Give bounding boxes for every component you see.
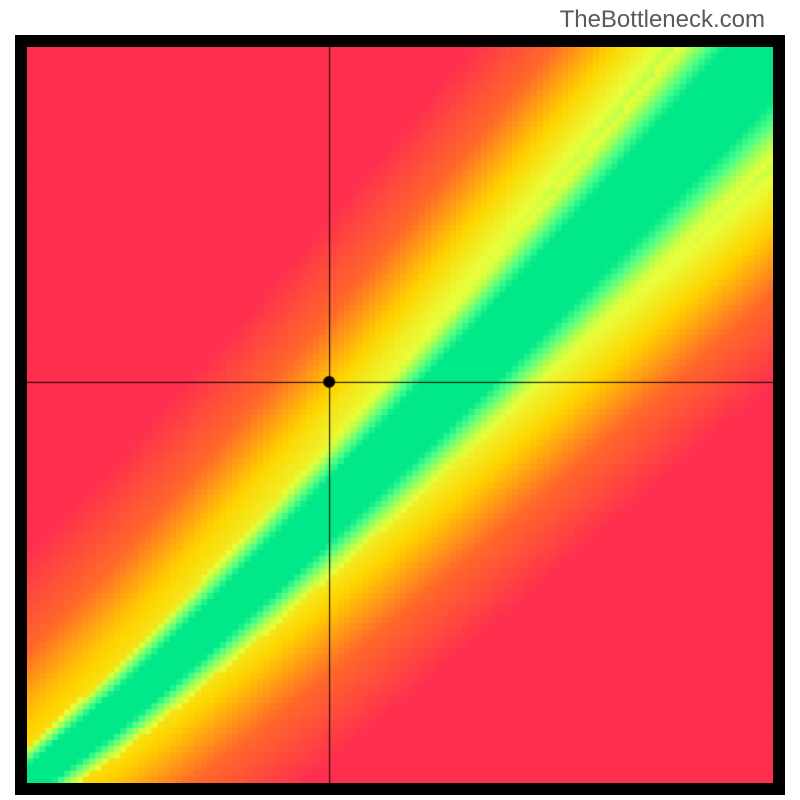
chart-container: TheBottleneck.com <box>0 0 800 800</box>
watermark-text: TheBottleneck.com <box>560 6 765 34</box>
bottleneck-heatmap <box>27 47 773 783</box>
